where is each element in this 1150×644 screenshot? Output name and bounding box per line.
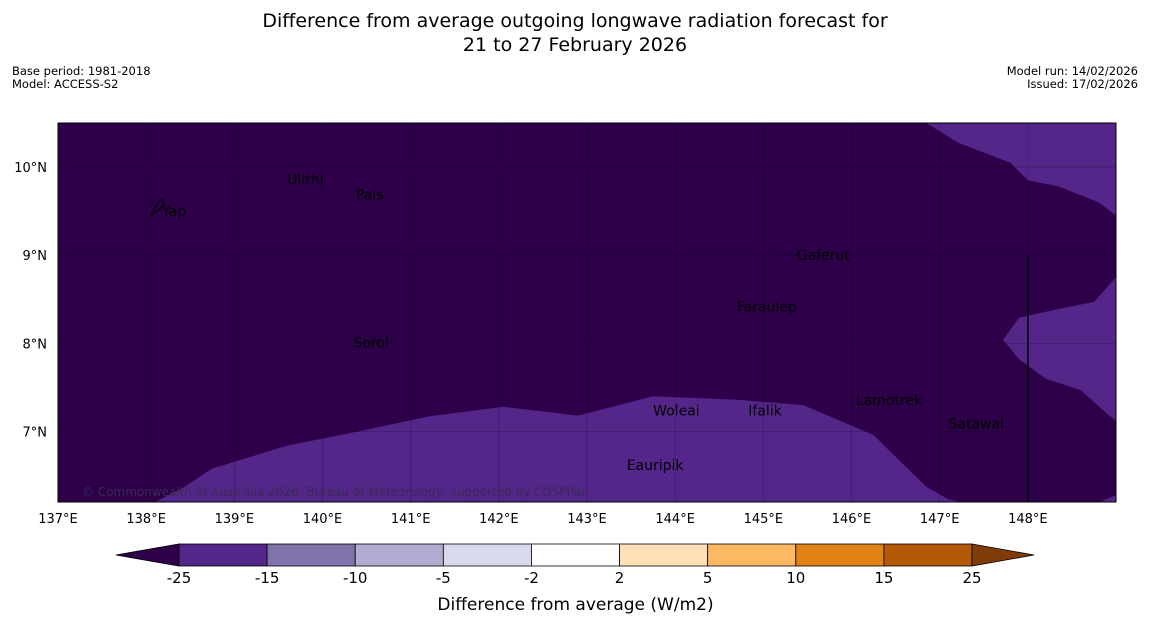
anomaly-region-2 <box>926 123 1116 216</box>
map-frame <box>57 122 1117 503</box>
colorbar-tick-label: -5 <box>436 569 451 587</box>
base-period-text: Base period: 1981-2018 <box>12 64 151 78</box>
lat-tick-label: 8°N <box>23 337 48 352</box>
lon-tick-label: 141°E <box>391 512 431 527</box>
colorbar-tick-label: -15 <box>255 569 280 587</box>
place-label: Gaferut <box>797 248 851 264</box>
colorbar-tick-label: 10 <box>786 569 805 587</box>
colorbar-bin <box>707 543 797 567</box>
lon-tick-label: 147°E <box>920 512 960 527</box>
place-label: Ulithi <box>287 172 323 188</box>
lon-tick-label: 140°E <box>303 512 343 527</box>
place-label: Eauripik <box>627 458 685 474</box>
place-label: Sorol <box>353 336 388 352</box>
place-label: Ifalik <box>748 403 782 419</box>
colorbar-bin <box>531 543 620 567</box>
longitude-axis: 137°E 138°E 139°E 140°E 141°E 142°E 143°E 144°E… <box>38 512 1047 527</box>
info-left: Base period: 1981-2018 Model: ACCESS-S2 <box>12 65 151 91</box>
colorbar-tick-label: -10 <box>343 569 368 587</box>
anomaly-region-3 <box>1003 277 1116 421</box>
info-right: Model run: 14/02/2026 Issued: 17/02/2026 <box>1007 65 1138 91</box>
colorbar-bin <box>883 543 973 567</box>
lon-tick-label: 145°E <box>744 512 784 527</box>
model-run-text: Model run: 14/02/2026 <box>1006 64 1138 78</box>
place-label: Yap <box>161 204 186 220</box>
colorbar: -25 -15 -10 -5 -2 2 5 10 15 25 Difference from av… <box>115 543 1035 615</box>
lon-tick-label: 143°E <box>567 512 607 527</box>
place-labels: Yap Ulithi Pais Gaferut Faraulep Sorol Woleai I… <box>161 172 1004 474</box>
anomaly-region-1 <box>155 396 962 502</box>
colorbar-tick-label: 15 <box>874 569 893 587</box>
yap-island-shape <box>150 198 165 217</box>
colorbar-bins <box>115 543 1035 567</box>
place-label: Pais <box>356 187 384 203</box>
lat-tick-label: 9°N <box>23 249 48 264</box>
map-plot-area: Yap Ulithi Pais Gaferut Faraulep Sorol Woleai I… <box>57 122 1117 503</box>
colorbar-bin <box>795 543 885 567</box>
colorbar-tick-label: -25 <box>167 569 192 587</box>
lon-tick-label: 148°E <box>1008 512 1048 527</box>
anomaly-regions <box>155 123 1116 502</box>
colorbar-low-extend <box>115 543 180 567</box>
lat-tick-label: 7°N <box>23 425 48 440</box>
colorbar-ticks: -25 -15 -10 -5 -2 2 5 10 15 25 <box>167 569 982 587</box>
colorbar-tick-label: -2 <box>524 569 539 587</box>
lon-tick-label: 146°E <box>832 512 872 527</box>
copyright-text: © Commonwealth of Australia 2026, Bureau… <box>82 485 587 499</box>
map-title-line-1: Difference from average outgoing longwav… <box>262 10 888 32</box>
lon-tick-label: 142°E <box>479 512 519 527</box>
colorbar-tick-label: 5 <box>703 569 713 587</box>
colorbar-bin <box>178 543 268 567</box>
place-label: Faraulep <box>737 299 797 315</box>
issued-text: Issued: 17/02/2026 <box>1027 77 1138 91</box>
lon-tick-label: 144°E <box>655 512 695 527</box>
colorbar-tick-label: 2 <box>615 569 625 587</box>
lon-tick-label: 139°E <box>215 512 255 527</box>
colorbar-high-extend <box>971 543 1035 567</box>
lon-tick-label: 137°E <box>38 512 78 527</box>
colorbar-bin <box>354 543 444 567</box>
colorbar-label: Difference from average (W/m2) <box>437 595 713 615</box>
model-text: Model: ACCESS-S2 <box>12 77 119 91</box>
anomaly-region-4 <box>1100 494 1116 502</box>
lat-tick-label: 10°N <box>14 161 47 176</box>
place-label: Lamotrek <box>856 393 923 409</box>
lon-tick-label: 138°E <box>126 512 166 527</box>
colorbar-bin <box>442 543 532 567</box>
map-title-line-2: 21 to 27 February 2026 <box>462 34 688 56</box>
latitude-axis: 10°N 9°N 8°N 7°N <box>14 161 47 440</box>
place-label: Woleai <box>653 403 700 419</box>
place-label: Satawal <box>949 417 1004 433</box>
yap-island-outline <box>150 198 165 217</box>
colorbar-tick-label: 25 <box>962 569 981 587</box>
colorbar-bin <box>619 543 709 567</box>
colorbar-bin <box>266 543 356 567</box>
